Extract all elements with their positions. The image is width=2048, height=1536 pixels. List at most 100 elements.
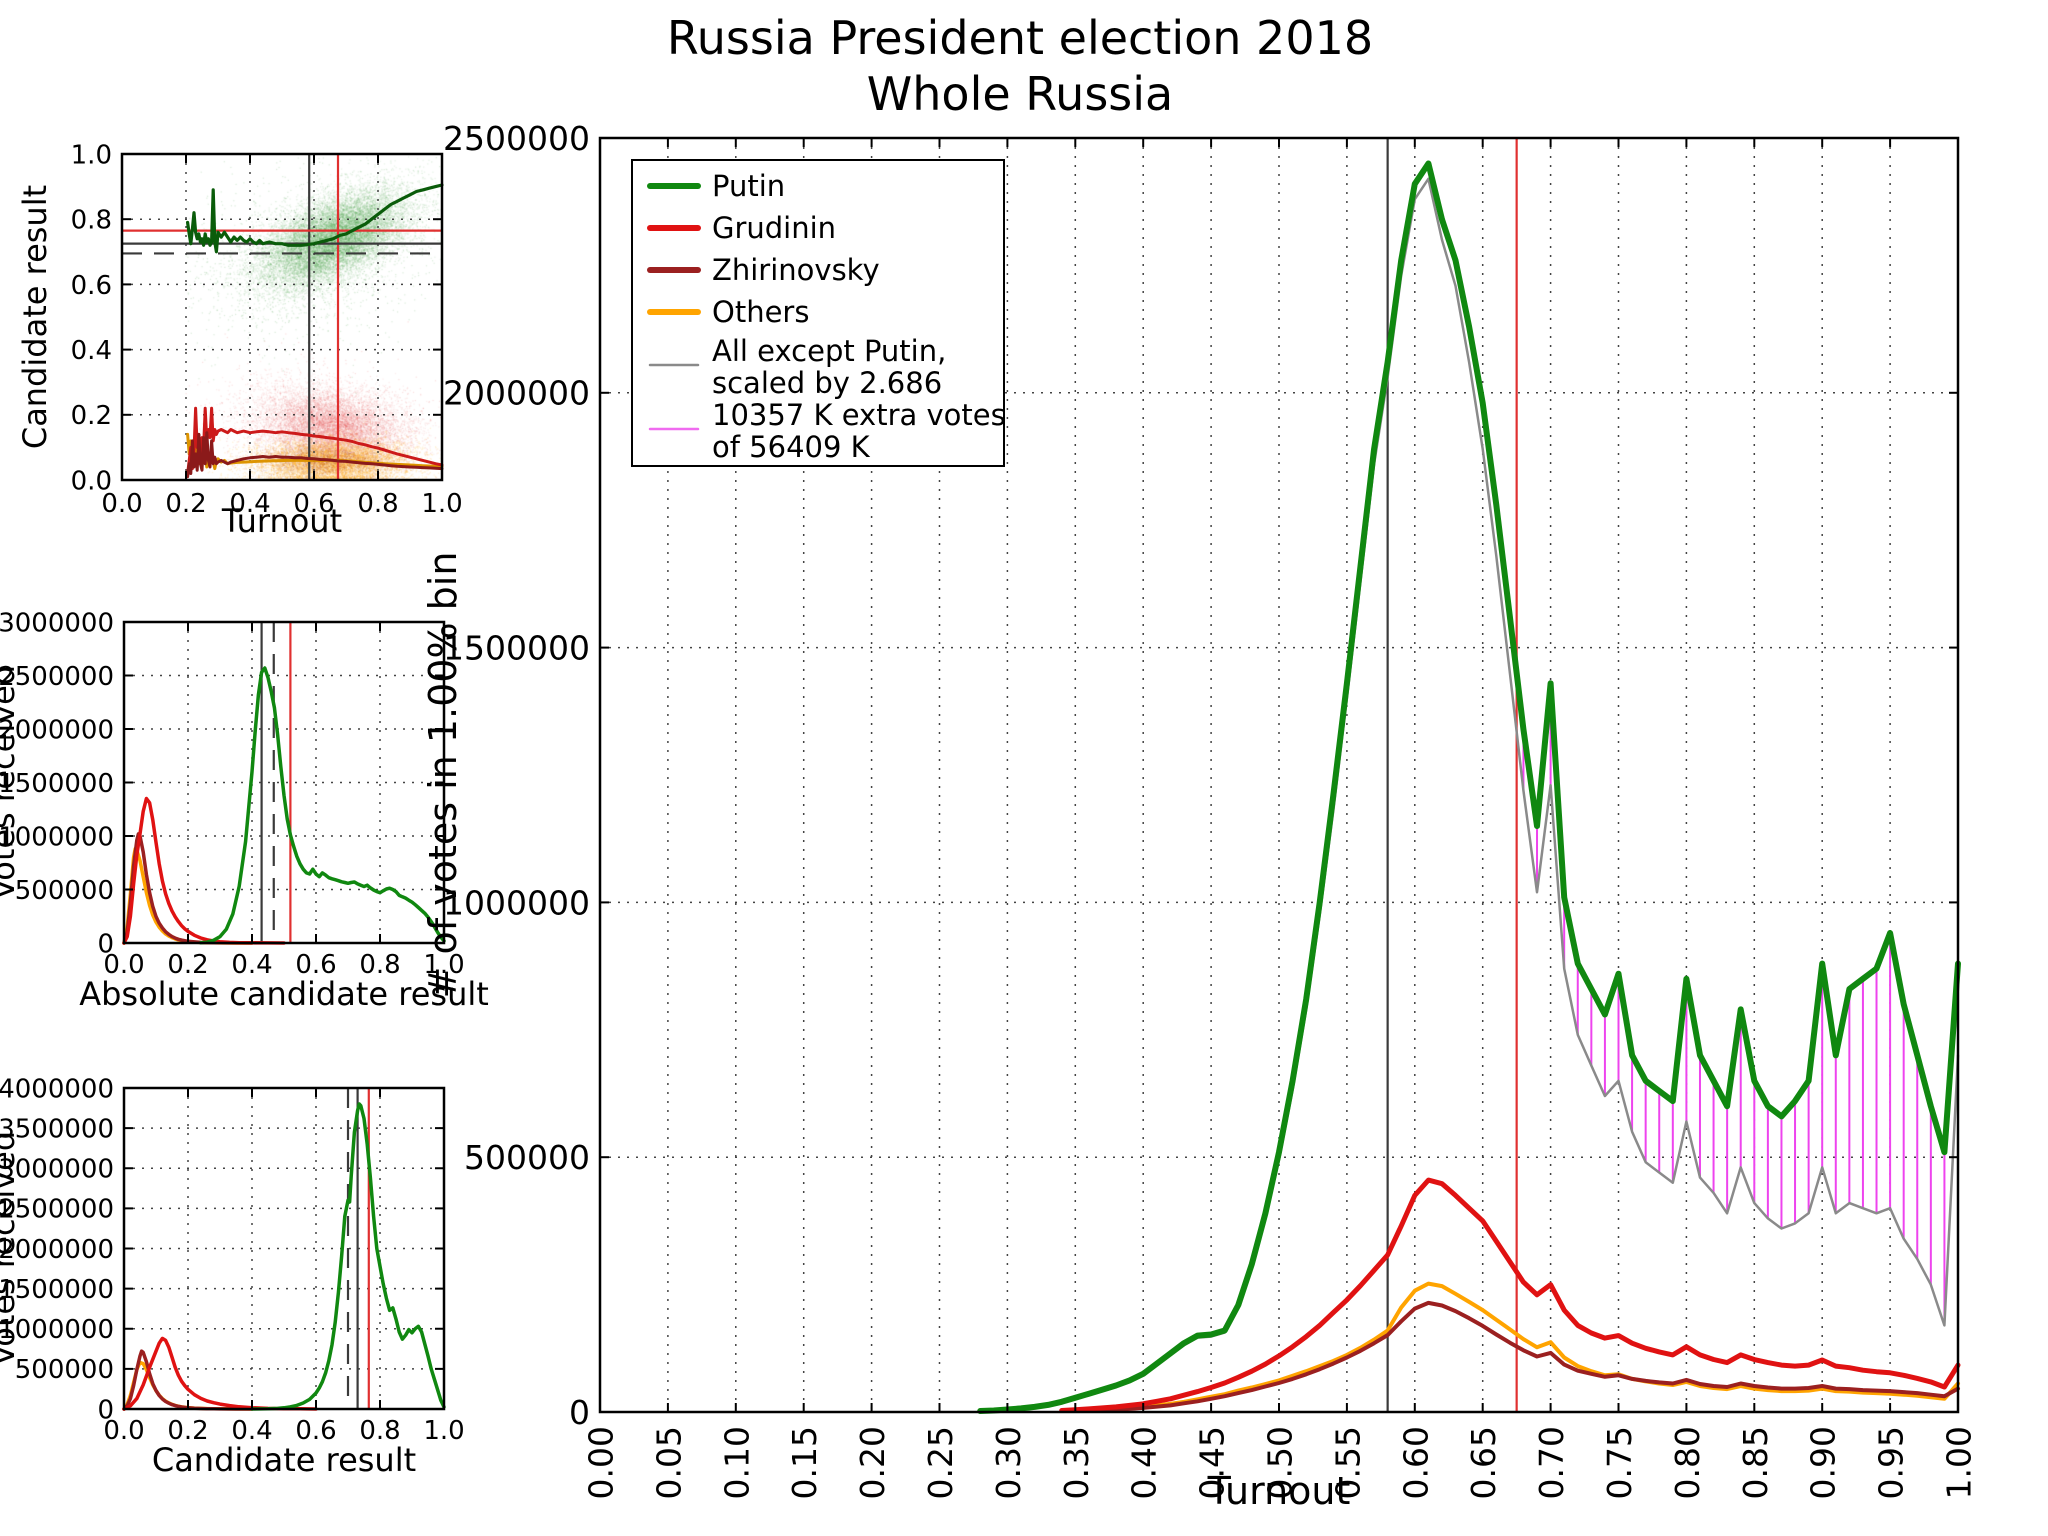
votes_by_turnout-ylabel: # of votes in 1.00% bin [421,552,465,999]
ytick-label: 1500000 [443,628,590,667]
ytick-label: 0 [97,1395,114,1425]
xtick-label: 0.75 [1600,1426,1639,1499]
series-putin-median [186,183,444,254]
ytick-label: 0.8 [71,206,112,236]
xtick-label: 0.2 [167,1416,208,1446]
ytick-label: 500000 [15,876,114,906]
ytick-label: 0 [97,929,114,959]
ytick-label: 1.0 [71,140,112,170]
legend-label: of 56409 K [712,430,871,464]
chart-votes_by_turnout: 0.00 0.05 0.10 0.15 0.20 0.25 0.30 0.35 0.40 0.45… [421,119,1979,1513]
series-grudinin [122,1336,318,1411]
absolute_result_hist-xlabel: Absolute candidate result [79,975,489,1013]
xtick-label: 0.0 [103,950,144,980]
series-all-except-putin-scaled-by-2-686 [978,177,1960,1413]
result_hist-xlabel: Candidate result [152,1441,416,1479]
votes_by_turnout-ticks: 0.00 0.05 0.10 0.15 0.20 0.25 0.30 0.35 0.40 0.45… [443,119,1979,1500]
xtick-label: 0.80 [1668,1426,1707,1499]
xtick-label: 1.0 [421,489,462,519]
legend-label: All except Putin, [712,334,946,368]
xtick-label: 1.00 [1940,1426,1979,1499]
votes_by_turnout-xlabel: Turnout [1207,1469,1351,1513]
ytick-label: 0 [569,1393,590,1432]
page-title-line2: Whole Russia [866,67,1174,122]
absolute_result_hist-ylabel: Votes received [0,665,22,900]
turnout_result_scatter-ticks: 0.0 0.2 0.4 0.6 0.8 1.0 0.0 0.2 0.4 0.6 0.8 1.0 [71,140,463,519]
series-zhirinovsky [122,832,254,945]
ytick-label: 1000000 [0,822,114,852]
turnout_result_scatter-ylabel: Candidate result [16,185,54,449]
xtick-label: 1.0 [423,950,464,980]
ytick-label: 1500000 [0,1275,114,1305]
turnout_result_scatter-xlabel: Turnout [221,502,342,540]
ytick-label: 3000000 [0,608,114,638]
chart-absolute_result_hist: 0.0 0.2 0.4 0.6 0.8 1.0 0 500000 1000000 1500000 2… [0,608,489,1013]
xtick-label: 0.4 [231,950,272,980]
series-grudinin [1059,1177,1961,1413]
xtick-label: 0.40 [1125,1426,1164,1499]
chart-turnout_result_scatter: 0.0 0.2 0.4 0.6 0.8 1.0 0.0 0.2 0.4 0.6 0.8 1.0 Turn… [16,140,463,540]
xtick-label: 0.85 [1736,1426,1775,1499]
series-grudinin [122,796,286,945]
extra-votes-hatch [1522,683,1959,1326]
xtick-label: 0.00 [582,1426,621,1499]
xtick-label: 0.2 [167,950,208,980]
ytick-label: 0.2 [71,401,112,431]
ytick-label: 500000 [15,1355,114,1385]
ytick-label: 1000000 [443,883,590,922]
ytick-label: 0.6 [71,271,112,301]
xtick-label: 0.2 [165,489,206,519]
xtick-label: 0.6 [295,950,336,980]
xtick-label: 1.0 [423,1416,464,1446]
xtick-label: 0.45 [1193,1426,1232,1499]
series-zhirinovsky-median [186,431,444,479]
ytick-label: 3000000 [0,1155,114,1185]
series-putin [250,1102,446,1411]
legend-label: Others [712,295,809,329]
series-others [1086,1281,1960,1413]
xtick-label: 0.15 [785,1426,824,1499]
xtick-label: 0.8 [359,1416,400,1446]
legend: Putin Grudinin Zhirinovsky Others All except… [631,159,1006,467]
legend-label: Zhirinovsky [712,253,880,287]
turnout_result_scatter-spines [120,152,444,482]
xtick-label: 0.90 [1804,1426,1843,1499]
ytick-label: 3500000 [0,1114,114,1144]
absolute_result_hist-ticks: 0.0 0.2 0.4 0.6 0.8 1.0 0 500000 1000000 1500000 2… [0,608,465,980]
legend-label: Grudinin [712,211,836,245]
xtick-label: 0.55 [1328,1426,1367,1499]
xtick-label: 0.95 [1872,1426,1911,1499]
ytick-label: 500000 [464,1138,590,1177]
result_hist-ylabel: Votes received [0,1131,22,1366]
xtick-label: 0.60 [1396,1426,1435,1499]
xtick-label: 0.20 [853,1426,892,1499]
ytick-label: 2500000 [443,119,590,158]
legend-label: 10357 K extra votes [712,398,1006,432]
ytick-label: 2500000 [0,662,114,692]
xtick-label: 0.8 [357,489,398,519]
ytick-label: 0.4 [71,336,112,366]
xtick-label: 0.35 [1057,1426,1096,1499]
ytick-label: 2000000 [0,715,114,745]
xtick-label: 0.6 [293,489,334,519]
ytick-label: 1500000 [0,769,114,799]
series-putin [199,666,446,945]
xtick-label: 0.4 [229,489,270,519]
xtick-label: 0.30 [989,1426,1028,1499]
xtick-label: 0.0 [101,489,142,519]
legend-label: Putin [712,169,785,203]
legend-label: scaled by 2.686 [712,366,942,400]
ytick-label: 0.0 [71,466,112,496]
xtick-label: 0.6 [295,1416,336,1446]
chart-result_hist: 0.0 0.2 0.4 0.6 0.8 1.0 0 500000 1000000 1500000 2… [0,1074,465,1479]
ytick-label: 2000000 [443,374,590,413]
ytick-label: 1000000 [0,1315,114,1345]
page-title: Russia President election 2018 Whole Rus… [420,10,1620,122]
xtick-label: 0.65 [1464,1426,1503,1499]
series-zhirinovsky [1086,1300,1960,1413]
xtick-label: 0.10 [717,1426,756,1499]
result_hist-ticks: 0.0 0.2 0.4 0.6 0.8 1.0 0 500000 1000000 1500000 2… [0,1074,465,1446]
ytick-label: 2500000 [0,1195,114,1225]
